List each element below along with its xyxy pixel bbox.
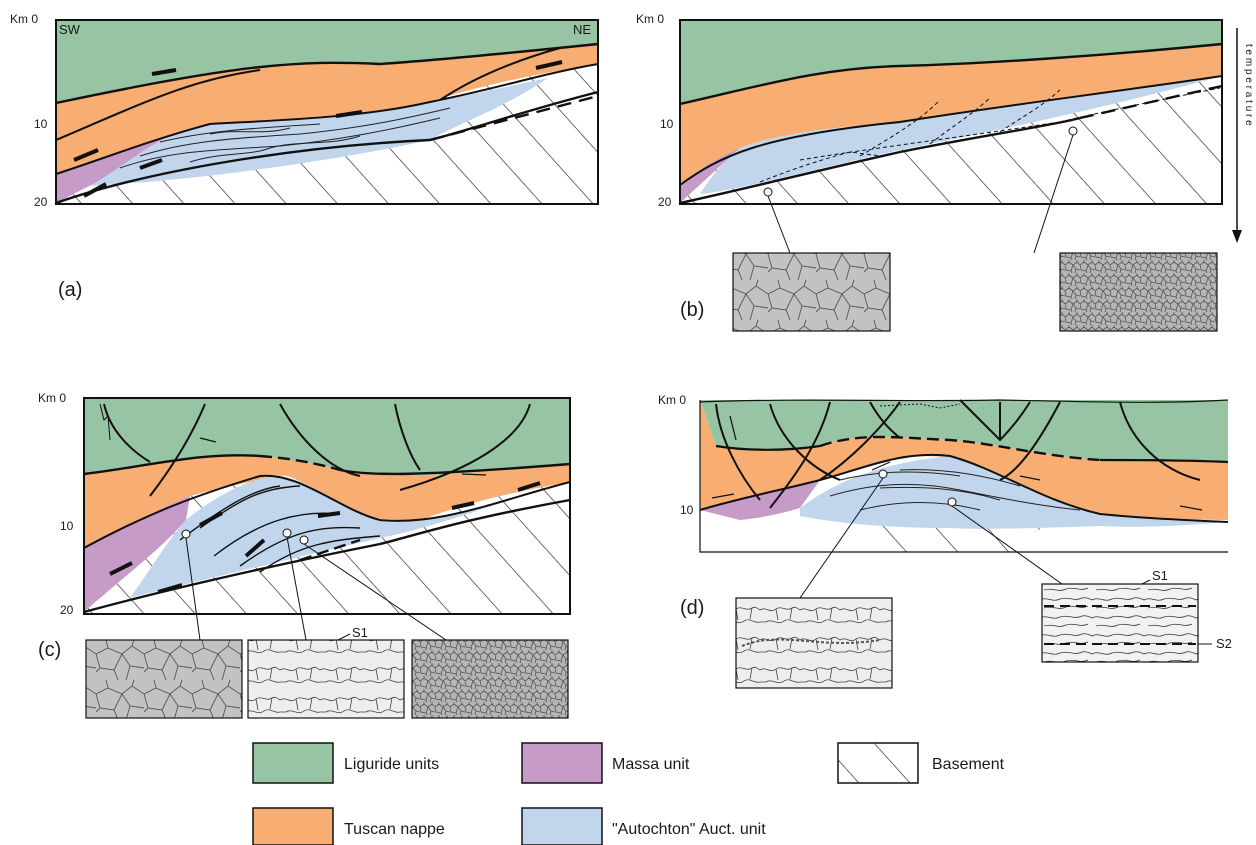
panel-b — [679, 19, 1242, 332]
panel-d-labels: Km 0 10 S1 S2 (d) — [658, 393, 1232, 651]
temperature-label: t e m p e r a t u r e — [1243, 44, 1254, 126]
legend-label-massa: Massa unit — [612, 756, 690, 773]
depth-label-0: Km 0 — [38, 391, 66, 405]
panel-b-labels: Km 0 10 20 t e m p e r a t u r e (b) — [636, 12, 1254, 321]
depth-label-10: 10 — [660, 117, 674, 131]
depth-label-10: 10 — [60, 519, 74, 533]
panel-a-labels: Km 0 10 20 SW NE (a) — [10, 12, 591, 301]
s2-label: S2 — [1216, 636, 1232, 651]
legend: Liguride units Massa unit Basement Tusca… — [252, 742, 1005, 845]
sw-label: SW — [59, 22, 81, 37]
panel-label-a: (a) — [58, 279, 82, 301]
s1-label: S1 — [1152, 568, 1168, 583]
legend-swatch-tuscan — [252, 807, 334, 845]
depth-label-0: Km 0 — [10, 12, 38, 26]
legend-label-basement: Basement — [932, 756, 1005, 773]
legend-swatch-autochton — [521, 807, 603, 845]
depth-label-10: 10 — [680, 503, 694, 517]
panel-label-b: (b) — [680, 299, 704, 321]
legend-label-liguride: Liguride units — [344, 756, 439, 773]
depth-label-20: 20 — [658, 195, 672, 209]
panel-c-labels: Km 0 10 20 S1 (c) — [38, 391, 368, 661]
depth-label-10: 10 — [34, 117, 48, 131]
legend-label-tuscan: Tuscan nappe — [344, 821, 445, 838]
depth-label-0: Km 0 — [658, 393, 686, 407]
panel-a — [55, 19, 599, 205]
depth-label-20: 20 — [60, 603, 74, 617]
ne-label: NE — [573, 22, 591, 37]
depth-label-0: Km 0 — [636, 12, 664, 26]
legend-label-autochton: "Autochton" Auct. unit — [612, 821, 766, 838]
legend-swatch-liguride — [252, 742, 334, 784]
panel-label-c: (c) — [38, 639, 61, 661]
depth-label-20: 20 — [34, 195, 48, 209]
panel-label-d: (d) — [680, 597, 704, 619]
panel-c — [83, 397, 571, 719]
legend-swatch-basement — [837, 742, 919, 784]
s1-label: S1 — [352, 625, 368, 640]
panel-d — [699, 399, 1229, 689]
legend-swatch-massa — [521, 742, 603, 784]
